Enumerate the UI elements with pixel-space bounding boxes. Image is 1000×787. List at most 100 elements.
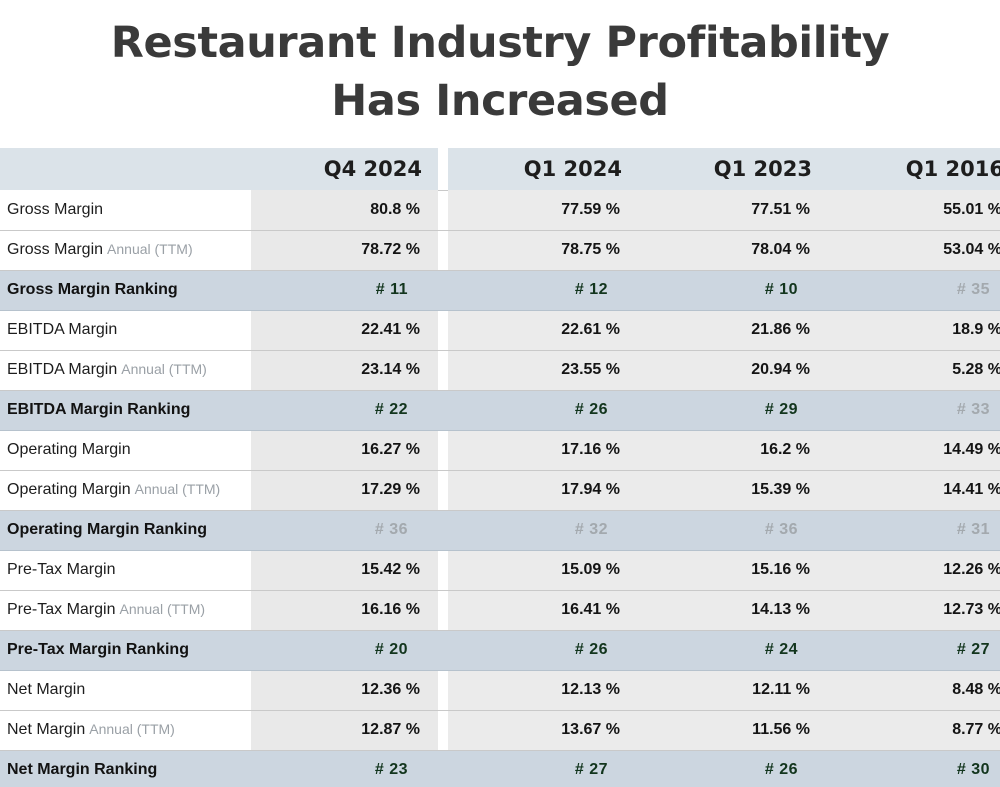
column-gap — [438, 750, 448, 787]
cell-q4-2024: 12.36 % — [251, 670, 438, 711]
cell-q1-2024: 12.13 % — [448, 670, 638, 711]
table-row: Operating Margin Ranking # 36 # 32 # 36 # 31 — [0, 510, 1000, 551]
column-gap — [438, 550, 448, 591]
cell-q4-2024: # 22 — [251, 390, 438, 431]
row-label: Net Margin Annual (TTM) — [0, 710, 251, 751]
row-label: Gross Margin — [0, 190, 251, 231]
table-row: Pre-Tax Margin Ranking # 20 # 26 # 24 # 27 — [0, 630, 1000, 671]
cell-q1-2016: 18.9 % — [828, 310, 1000, 351]
row-label-text: Pre-Tax Margin — [7, 601, 116, 618]
row-label-text: EBITDA Margin — [7, 321, 118, 338]
cell-q4-2024: 12.87 % — [251, 710, 438, 751]
cell-q1-2016: 55.01 % — [828, 190, 1000, 231]
cell-q1-2023: # 26 — [638, 750, 828, 787]
cell-q1-2016: # 30 — [828, 750, 1000, 787]
cell-q4-2024: 22.41 % — [251, 310, 438, 351]
column-header-q4-2024[interactable]: Q4 2024 — [251, 148, 438, 190]
cell-q1-2024: 16.41 % — [448, 590, 638, 631]
row-label: Pre-Tax Margin Annual (TTM) — [0, 590, 251, 631]
cell-q1-2023: 16.2 % — [638, 430, 828, 471]
cell-q1-2023: 78.04 % — [638, 230, 828, 271]
cell-q1-2023: 20.94 % — [638, 350, 828, 391]
row-label-suffix: Annual (TTM) — [107, 241, 193, 257]
table-row: Operating Margin Annual (TTM) 17.29 % 17.94… — [0, 470, 1000, 511]
row-label-text: Gross Margin Ranking — [7, 281, 178, 298]
cell-q1-2016: 8.48 % — [828, 670, 1000, 711]
cell-q4-2024: 17.29 % — [251, 470, 438, 511]
row-label-suffix: Annual (TTM) — [89, 721, 175, 737]
cell-q1-2023: 11.56 % — [638, 710, 828, 751]
row-label-suffix: Annual (TTM) — [134, 481, 221, 497]
column-header-q1-2023[interactable]: Q1 2023 — [638, 148, 828, 190]
page-title: Restaurant Industry Profitability Has In… — [0, 0, 1000, 130]
cell-q4-2024: # 20 — [251, 630, 438, 671]
column-header-q1-2024[interactable]: Q1 2024 — [448, 148, 638, 190]
cell-q1-2016: 12.26 % — [828, 550, 1000, 591]
cell-q1-2024: 15.09 % — [448, 550, 638, 591]
cell-q1-2024: 77.59 % — [448, 190, 638, 231]
row-label-text: Net Margin Ranking — [7, 761, 158, 778]
column-gap — [438, 310, 448, 351]
column-gap — [438, 190, 448, 231]
row-label-text: Gross Margin — [7, 241, 104, 258]
table-row: EBITDA Margin Annual (TTM) 23.14 % 23.55 % 2… — [0, 350, 1000, 391]
column-gap — [438, 670, 448, 711]
cell-q1-2023: 12.11 % — [638, 670, 828, 711]
cell-q1-2024: 13.67 % — [448, 710, 638, 751]
row-label: EBITDA Margin — [0, 310, 251, 351]
table-row: EBITDA Margin Ranking # 22 # 26 # 29 # 33 — [0, 390, 1000, 431]
table-row: Gross Margin Annual (TTM) 78.72 % 78.75 % 78… — [0, 230, 1000, 271]
cell-q1-2024: 17.16 % — [448, 430, 638, 471]
column-gap — [438, 148, 448, 191]
column-gap — [438, 390, 448, 431]
table-row: Gross Margin 80.8 % 77.59 % 77.51 % 55.01 % — [0, 190, 1000, 231]
row-label: Net Margin — [0, 670, 251, 711]
cell-q1-2023: # 24 — [638, 630, 828, 671]
cell-q1-2016: 14.41 % — [828, 470, 1000, 511]
cell-q1-2023: 21.86 % — [638, 310, 828, 351]
table-row: Net Margin Annual (TTM) 12.87 % 13.67 % 11.5… — [0, 710, 1000, 751]
cell-q4-2024: # 23 — [251, 750, 438, 787]
cell-q1-2016: 12.73 % — [828, 590, 1000, 631]
cell-q1-2024: 17.94 % — [448, 470, 638, 511]
column-gap — [438, 630, 448, 671]
column-header-q1-2016[interactable]: Q1 2016 — [828, 148, 1000, 190]
column-header-label — [0, 148, 251, 190]
column-gap — [438, 710, 448, 751]
row-label-suffix: Annual (TTM) — [121, 361, 207, 377]
profitability-table: Q4 2024 Q1 2024 Q1 2023 Q1 2016 Gross Ma… — [0, 148, 1000, 787]
row-label: EBITDA Margin Annual (TTM) — [0, 350, 251, 391]
table-row: Gross Margin Ranking # 11 # 12 # 10 # 35 — [0, 270, 1000, 311]
row-label: Gross Margin Annual (TTM) — [0, 230, 251, 271]
row-label-text: EBITDA Margin — [7, 361, 118, 378]
cell-q1-2016: # 33 — [828, 390, 1000, 431]
column-gap — [438, 350, 448, 391]
cell-q1-2023: 77.51 % — [638, 190, 828, 231]
table-header-row: Q4 2024 Q1 2024 Q1 2023 Q1 2016 — [0, 148, 1000, 191]
cell-q1-2024: # 32 — [448, 510, 638, 551]
row-label-text: Pre-Tax Margin — [7, 561, 116, 578]
cell-q1-2016: 5.28 % — [828, 350, 1000, 391]
cell-q4-2024: 15.42 % — [251, 550, 438, 591]
cell-q1-2023: # 29 — [638, 390, 828, 431]
table-row: Net Margin Ranking # 23 # 27 # 26 # 30 — [0, 750, 1000, 787]
cell-q1-2024: 22.61 % — [448, 310, 638, 351]
page-title-line-2: Has Increased — [331, 76, 669, 126]
column-gap — [438, 430, 448, 471]
table-row: Net Margin 12.36 % 12.13 % 12.11 % 8.48 % — [0, 670, 1000, 711]
row-label: EBITDA Margin Ranking — [0, 390, 251, 431]
cell-q1-2024: 78.75 % — [448, 230, 638, 271]
cell-q1-2023: # 36 — [638, 510, 828, 551]
column-gap — [438, 470, 448, 511]
cell-q4-2024: 16.16 % — [251, 590, 438, 631]
cell-q4-2024: 23.14 % — [251, 350, 438, 391]
row-label-text: Operating Margin — [7, 481, 131, 498]
cell-q1-2024: # 26 — [448, 630, 638, 671]
cell-q1-2016: 53.04 % — [828, 230, 1000, 271]
cell-q1-2024: # 26 — [448, 390, 638, 431]
table-body: Gross Margin 80.8 % 77.59 % 77.51 % 55.01 % G… — [0, 190, 1000, 787]
table-row: Pre-Tax Margin Annual (TTM) 16.16 % 16.41 %… — [0, 590, 1000, 631]
column-gap — [438, 590, 448, 631]
cell-q1-2016: 14.49 % — [828, 430, 1000, 471]
